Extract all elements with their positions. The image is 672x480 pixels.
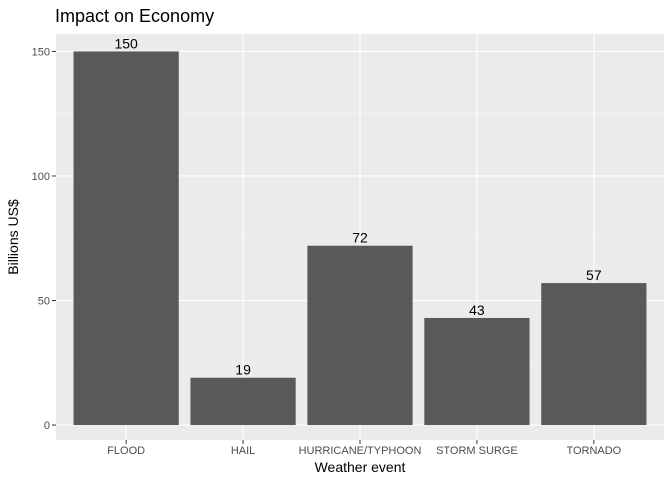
y-axis: 0 50 100 150 — [32, 46, 56, 432]
y-tick-label: 150 — [32, 46, 50, 58]
x-axis-title: Weather event — [315, 459, 406, 475]
bar-flood — [73, 51, 179, 426]
x-tick-label: HURRICANE/TYPHOON — [299, 445, 422, 457]
y-tick-label: 50 — [38, 296, 50, 308]
y-tick-label: 0 — [44, 420, 50, 432]
bar-data-labels: 150 19 72 43 57 — [114, 35, 601, 377]
bar-data-label: 19 — [235, 362, 251, 378]
bar-hail — [190, 377, 296, 426]
bar-tornado — [541, 283, 647, 426]
bars-group — [73, 51, 647, 426]
chart-title: Impact on Economy — [55, 6, 214, 26]
x-tick-label: FLOOD — [107, 445, 145, 457]
x-tick-label: TORNADO — [566, 445, 621, 457]
y-tick-label: 100 — [32, 171, 50, 183]
x-axis: FLOOD HAIL HURRICANE/TYPHOON STORM SURGE TOR… — [107, 440, 622, 457]
bar-data-label: 150 — [114, 35, 138, 51]
y-axis-title: Billions US$ — [5, 199, 21, 275]
bar-storm-surge — [424, 317, 530, 426]
x-tick-label: STORM SURGE — [436, 445, 518, 457]
bar-hurricane-typhoon — [307, 245, 413, 426]
bar-data-label: 57 — [586, 267, 602, 283]
x-tick-label: HAIL — [231, 445, 255, 457]
bar-data-label: 43 — [469, 302, 485, 318]
bar-data-label: 72 — [352, 230, 368, 246]
